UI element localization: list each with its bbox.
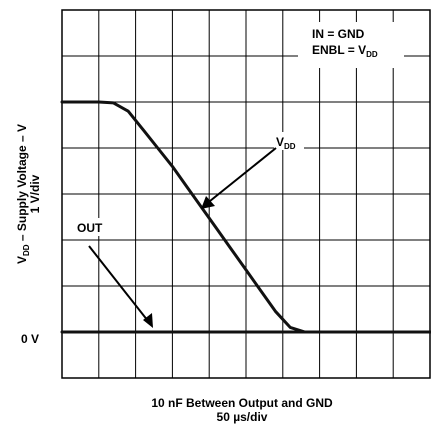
condition-in: IN = GND bbox=[312, 27, 365, 41]
out-arrow bbox=[88, 245, 153, 328]
plot-grid bbox=[62, 10, 430, 378]
x-axis-scale: 50 µs/div bbox=[217, 410, 268, 424]
x-axis-label: 10 nF Between Output and GND bbox=[151, 396, 333, 410]
zero-volt-label: 0 V bbox=[21, 332, 39, 346]
vdd-label-background bbox=[274, 132, 304, 150]
traces bbox=[60, 100, 431, 334]
vdd-trace-label: VDD bbox=[276, 135, 296, 151]
y-axis-scale: 1 V/div bbox=[28, 174, 42, 213]
plot-frame bbox=[61, 9, 431, 379]
vdd-arrow bbox=[201, 147, 277, 209]
condition-enbl: ENBL = VDD bbox=[312, 43, 378, 59]
conditions-background bbox=[298, 22, 404, 68]
out-trace-label: OUT bbox=[77, 221, 103, 235]
y-axis-label: VDD – Supply Voltage – V bbox=[15, 124, 31, 264]
out-label-background bbox=[73, 218, 107, 236]
